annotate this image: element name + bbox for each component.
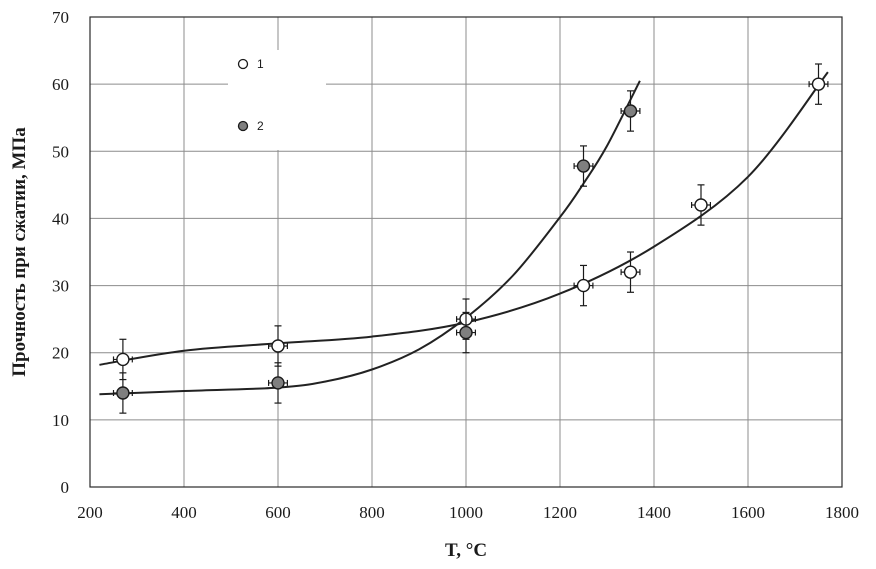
x-tick-label: 200 [77, 503, 103, 522]
data-point-series-2 [620, 90, 641, 132]
y-axis-title: Прочность при сжатии, МПа [9, 127, 30, 377]
fit-curve-series-2 [99, 80, 641, 396]
data-point-series-1 [573, 264, 594, 307]
data-point-series-2 [456, 311, 476, 354]
y-tick-label: 50 [52, 142, 69, 161]
x-tick-label: 1800 [825, 503, 859, 522]
y-tick-label: 0 [61, 478, 70, 497]
marker-series-2 [459, 325, 473, 340]
data-point-series-1 [808, 63, 829, 105]
legend: 1 2 [228, 50, 326, 150]
y-tick-label: 60 [52, 75, 69, 94]
x-tick-label: 600 [265, 503, 291, 522]
data-points [112, 63, 829, 414]
marker-series-2 [623, 104, 638, 118]
y-tick-label: 40 [52, 209, 69, 228]
x-tick-label: 1000 [449, 503, 483, 522]
data-point-series-2 [268, 362, 288, 404]
x-tick-label: 1400 [637, 503, 671, 522]
plot-frame [89, 16, 843, 488]
marker-series-2 [271, 376, 285, 390]
fit-curves [99, 71, 829, 396]
grid [90, 17, 842, 487]
y-tick-label: 10 [52, 411, 69, 430]
data-point-series-1 [620, 251, 641, 293]
x-tick-label: 400 [171, 503, 197, 522]
x-axis-title: T, °C [445, 540, 487, 561]
marker-series-1 [811, 77, 826, 91]
data-point-series-2 [112, 372, 133, 414]
x-tick-label: 800 [359, 503, 385, 522]
marker-series-1 [576, 278, 591, 293]
y-tick-label: 20 [52, 344, 69, 363]
marker-series-1 [694, 198, 708, 212]
y-tick-label: 70 [52, 8, 69, 27]
marker-series-2 [576, 159, 591, 173]
data-point-series-2 [573, 145, 594, 187]
data-point-series-1 [690, 184, 712, 226]
legend-marker-1 [237, 58, 249, 70]
marker-series-1 [116, 352, 130, 367]
marker-series-2 [116, 386, 130, 400]
x-tick-label: 1200 [543, 503, 577, 522]
legend-label-1: 1 [257, 57, 264, 71]
x-tick-label: 1600 [731, 503, 765, 522]
legend-label-2: 2 [257, 119, 264, 133]
tick-labels: 200 400 600 800 1000 1200 1400 1600 1800 0 10 20 30 4… [52, 8, 859, 522]
legend-marker-2 [237, 120, 249, 132]
data-point-series-1 [268, 325, 288, 367]
marker-series-1 [271, 339, 285, 353]
y-tick-label: 30 [52, 277, 69, 296]
marker-series-1 [623, 265, 638, 279]
